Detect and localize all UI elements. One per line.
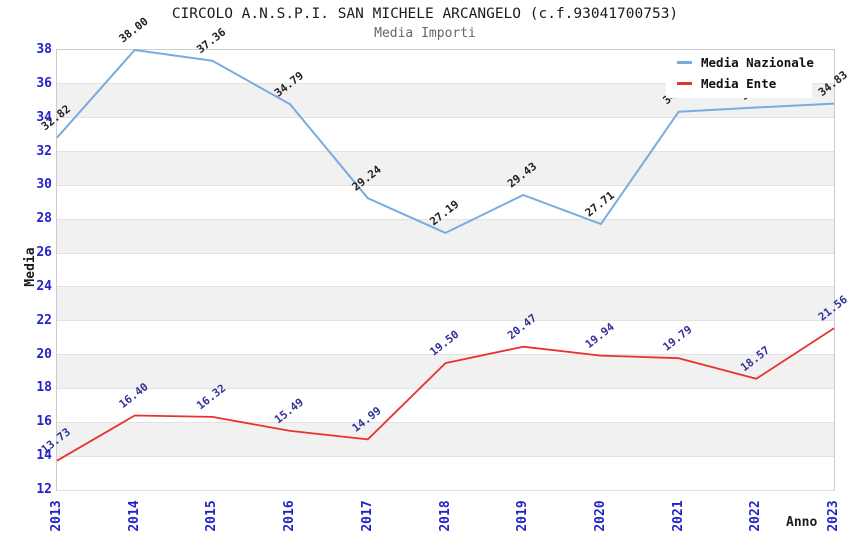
- gridline: [57, 252, 834, 254]
- plot-band: [57, 354, 834, 389]
- x-tick-label: 2021: [670, 500, 686, 532]
- gridline: [57, 184, 834, 186]
- series-line-media-ente: [56, 327, 835, 462]
- plot-band: [57, 422, 834, 457]
- data-label: 14.99: [350, 404, 384, 435]
- legend-line-swatch-red: [677, 82, 692, 85]
- y-tick-label: 34: [36, 109, 52, 125]
- x-tick-label: 2022: [748, 500, 764, 532]
- gridline: [57, 320, 834, 322]
- gridline: [57, 455, 834, 457]
- gridline: [57, 286, 834, 288]
- y-tick-label: 24: [36, 278, 52, 294]
- plot-band: [57, 219, 834, 254]
- y-tick-label: 22: [36, 312, 52, 328]
- data-label: 20.47: [505, 311, 539, 342]
- x-tick-label: 2016: [282, 500, 298, 532]
- data-label: 15.49: [272, 396, 306, 427]
- legend-line-swatch-blue: [677, 61, 692, 64]
- gridline: [57, 218, 834, 220]
- data-label: 18.57: [738, 344, 772, 375]
- legend-label: Media Ente: [701, 76, 777, 91]
- y-tick-label: 28: [36, 211, 52, 227]
- x-tick-label: 2019: [515, 500, 531, 532]
- data-label: 27.71: [583, 189, 617, 220]
- data-label: 34.79: [272, 69, 306, 100]
- y-tick-label: 20: [36, 346, 52, 362]
- x-axis-title: Anno: [786, 515, 818, 530]
- legend: Media Nazionale Media Ente: [666, 52, 814, 98]
- data-label: 19.79: [660, 323, 694, 354]
- data-label: 21.56: [816, 293, 850, 324]
- gridline: [57, 387, 834, 389]
- series-line-media-nazionale: [56, 49, 835, 234]
- y-tick-label: 36: [36, 75, 52, 91]
- chart-title: CIRCOLO A.N.S.P.I. SAN MICHELE ARCANGELO…: [171, 6, 679, 22]
- chart-subtitle: Media Importi: [374, 26, 476, 41]
- data-label: 27.19: [427, 198, 461, 229]
- x-tick-label: 2020: [592, 500, 608, 532]
- legend-item-media-nazionale: Media Nazionale: [666, 52, 814, 73]
- plot-band: [57, 286, 834, 321]
- plot-area: 32.82 38.00 37.36 34.79 29.24 27.19 29.43 27.71…: [39, 15, 850, 491]
- legend-item-media-ente: Media Ente: [666, 73, 812, 94]
- y-tick-label: 30: [36, 177, 52, 193]
- y-tick-label: 16: [36, 414, 52, 430]
- data-label: 16.32: [194, 382, 228, 413]
- data-label: 29.43: [505, 160, 539, 191]
- x-tick-label: 2018: [437, 500, 453, 532]
- data-label: 29.24: [350, 163, 384, 194]
- y-tick-label: 14: [36, 448, 52, 464]
- gridline: [57, 421, 834, 423]
- data-label: 16.40: [117, 380, 151, 411]
- gridline: [57, 83, 834, 85]
- x-tick-label: 2013: [49, 500, 64, 532]
- x-tick-label: 2014: [126, 500, 142, 532]
- x-tick-label: 2017: [359, 500, 375, 532]
- plot-band: [57, 151, 834, 186]
- legend-label: Media Nazionale: [701, 55, 814, 70]
- gridline: [57, 117, 834, 119]
- data-label: 19.50: [427, 328, 461, 359]
- y-tick-label: 12: [36, 482, 52, 497]
- y-tick-label: 38: [36, 42, 52, 57]
- gridline: [57, 151, 834, 153]
- y-tick-label: 32: [36, 143, 52, 159]
- y-tick-label: 18: [36, 380, 52, 396]
- gridline: [57, 354, 834, 356]
- x-tick-label: 2015: [204, 500, 220, 532]
- y-tick-label: 26: [36, 245, 52, 261]
- data-label: 34.83: [816, 68, 850, 99]
- data-label: 19.94: [583, 320, 617, 351]
- gridline: [57, 489, 834, 491]
- x-tick-label: 2023: [826, 500, 841, 532]
